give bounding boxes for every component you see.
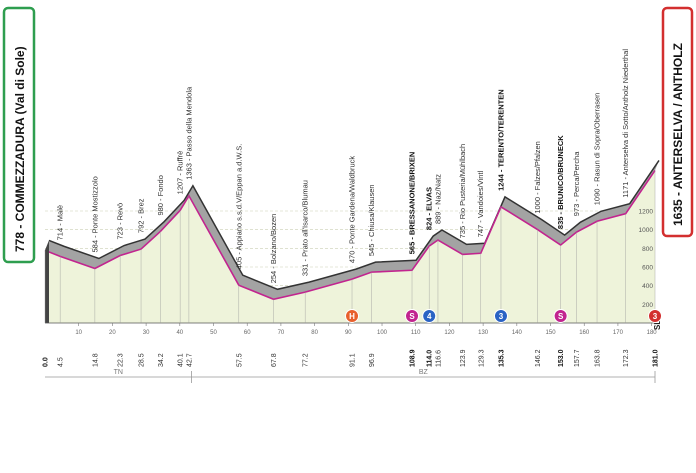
- x-tick-label: 180: [647, 330, 658, 336]
- place-label: 1000 - Falzes/Pfalzen: [533, 141, 542, 214]
- km-label: 114.0: [427, 350, 434, 367]
- place-label: 889 - Naz/Natz: [433, 174, 442, 224]
- km-label: 96.9: [369, 353, 376, 367]
- x-tick-label: 10: [75, 330, 82, 336]
- x-tick-label: 150: [546, 330, 557, 336]
- x-tick-label: 50: [210, 330, 217, 336]
- marker-symbol: S: [409, 312, 415, 321]
- profile-band: [45, 160, 659, 300]
- place-label: 723 - Revò: [116, 203, 125, 240]
- y-tick-label: 600: [642, 265, 653, 272]
- x-tick-label: 60: [244, 330, 251, 336]
- km-label: 28.5: [139, 353, 146, 367]
- place-label: 973 - Perca/Percha: [572, 151, 581, 216]
- place-label: 405 - Appiano s.s.d.V/Eppan a.d.W.S.: [234, 144, 243, 270]
- marker: [553, 309, 568, 323]
- place-label: 254 - Bolzano/Bozen: [269, 214, 278, 284]
- km-label: 123.9: [460, 349, 467, 367]
- place-label: 331 - Prato all'Isarco/Blumau: [301, 180, 310, 276]
- x-tick-label: 170: [613, 330, 624, 336]
- place-label: 792 - Brez: [137, 198, 146, 233]
- x-tick-label: 80: [311, 330, 318, 336]
- km-label: 14.8: [92, 353, 99, 367]
- km-label: 40.1: [178, 353, 185, 367]
- place-label: 1207 - Ruffrè: [176, 151, 185, 195]
- km-label: 181.0: [653, 349, 660, 367]
- place-label: 584 - Ponte Mostizzolo: [90, 176, 99, 252]
- start-box: [2, 6, 36, 264]
- x-tick-label: 120: [444, 330, 455, 336]
- km-label: 157.7: [574, 349, 581, 367]
- x-tick-label: 90: [345, 330, 352, 336]
- finish-label: 1635 - ANTERSELVA / ANTHOLZ: [671, 43, 685, 226]
- km-label: 34.2: [158, 353, 165, 367]
- x-tick-label: 40: [176, 330, 183, 336]
- y-tick-label: 1200: [639, 209, 654, 216]
- marker: [405, 309, 420, 323]
- place-label: 714 - Malè: [56, 205, 65, 240]
- y-tick-label: 400: [642, 283, 653, 290]
- km-label: 0.0: [43, 357, 50, 367]
- km-label: 153.0: [558, 349, 565, 367]
- place-label: 1171 - Anterselva di Sotto/Antholz Niede…: [621, 49, 630, 198]
- place-label: 470 - Ponte Gardena/Waldbruck: [348, 156, 357, 264]
- region-label: BZ: [419, 369, 429, 376]
- marker-symbol: 4: [427, 312, 432, 321]
- y-tick-label: 800: [642, 246, 653, 253]
- start-wall: [45, 240, 49, 323]
- marker: [648, 309, 662, 323]
- x-tick-label: 160: [579, 330, 590, 336]
- place-label: 835 - BRUNICO/BRUNECK: [556, 135, 565, 229]
- marker-symbol: 3: [499, 312, 504, 321]
- km-label: 67.8: [271, 353, 278, 367]
- place-label: 980 - Fondo: [156, 175, 165, 215]
- place-label: 1244 - TERENTO/TERENTEN: [496, 89, 505, 191]
- km-label: 57.5: [236, 353, 243, 367]
- marker: [345, 309, 360, 323]
- km-label: 22.3: [118, 353, 125, 367]
- finish-box: [661, 6, 694, 238]
- place-label: 545 - Chiusa/Klausen: [367, 184, 376, 256]
- x-tick-label: 20: [109, 330, 116, 336]
- start-label: 778 - COMMEZZADURA (Val di Sole): [13, 46, 27, 252]
- x-tick-label: 70: [278, 330, 285, 336]
- profile-ridge: [48, 159, 660, 291]
- place-label: 1090 - Rasun di Sopra/Oberrasen: [593, 93, 602, 206]
- x-tick-label: 130: [478, 330, 489, 336]
- place-label: 824 - ELVAS: [425, 187, 434, 230]
- km-label: 146.2: [535, 349, 542, 367]
- x-tick-label: 100: [377, 330, 388, 336]
- marker-symbol: 3: [653, 312, 658, 321]
- place-label: 747 - Vandoies/Vintl: [476, 171, 485, 238]
- place-label: 1363 - Passo della Mendola: [184, 86, 193, 180]
- x-tick-label: 110: [411, 330, 421, 336]
- marker-symbol: S: [558, 312, 564, 321]
- x-tick-label: 140: [512, 330, 523, 336]
- marker-symbol: H: [349, 312, 355, 321]
- marker: [493, 309, 508, 323]
- km-label: 116.6: [435, 350, 442, 367]
- km-label: 42.7: [186, 353, 193, 367]
- km-label: 129.3: [478, 349, 485, 367]
- y-tick-label: 200: [642, 302, 653, 309]
- km-label: 91.1: [350, 353, 357, 367]
- km-label: 4.5: [58, 357, 65, 367]
- place-label: 565 - BRESSANONE/BRIXEN: [408, 152, 417, 255]
- x-tick-label: 30: [143, 330, 150, 336]
- km-label: 108.9: [410, 349, 417, 367]
- marker: [422, 309, 437, 323]
- km-label: 135.3: [498, 349, 505, 367]
- place-label: 735 - Rio Pusteria/Mühlbach: [458, 144, 467, 239]
- y-tick-label: 1000: [639, 227, 654, 234]
- km-label: 172.3: [623, 349, 630, 367]
- km-label: 77.2: [303, 353, 310, 367]
- km-label: 163.8: [595, 349, 602, 367]
- region-label: TN: [114, 369, 123, 376]
